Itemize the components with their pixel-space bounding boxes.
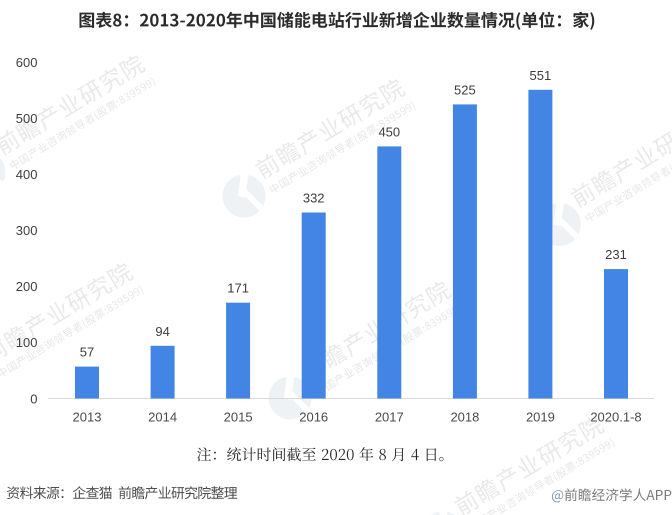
svg-text:231: 231 (605, 247, 627, 262)
svg-text:525: 525 (454, 82, 476, 97)
svg-text:100: 100 (16, 335, 38, 350)
svg-text:94: 94 (155, 324, 169, 339)
svg-text:2015: 2015 (224, 409, 253, 424)
svg-text:171: 171 (227, 281, 249, 296)
svg-text:300: 300 (16, 223, 38, 238)
svg-text:2017: 2017 (375, 409, 404, 424)
svg-text:0: 0 (30, 391, 37, 406)
svg-text:2016: 2016 (299, 409, 328, 424)
svg-text:2019: 2019 (526, 409, 555, 424)
svg-text:2014: 2014 (148, 409, 177, 424)
svg-text:600: 600 (16, 55, 38, 70)
svg-text:450: 450 (378, 124, 400, 139)
svg-text:2020.1-8: 2020.1-8 (590, 409, 641, 424)
svg-text:400: 400 (16, 167, 38, 182)
svg-text:2018: 2018 (450, 409, 479, 424)
svg-text:57: 57 (80, 345, 94, 360)
svg-text:551: 551 (530, 68, 552, 83)
svg-text:2013: 2013 (73, 409, 102, 424)
svg-text:332: 332 (303, 191, 325, 206)
svg-text:200: 200 (16, 279, 38, 294)
svg-text:500: 500 (16, 111, 38, 126)
